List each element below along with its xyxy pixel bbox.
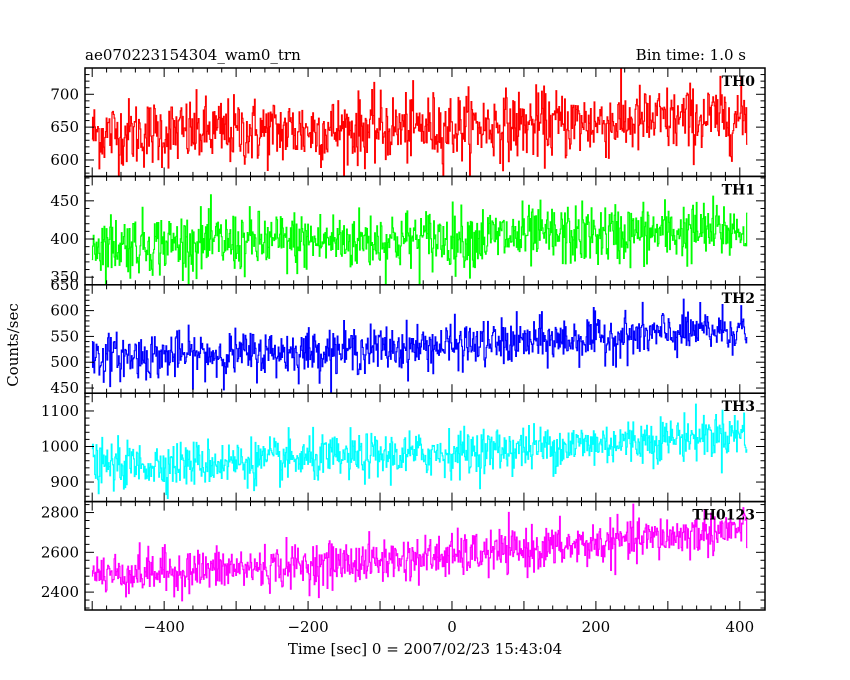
x-tick-label: 0 [447, 618, 457, 636]
panel-th0: 600 650 700 TH0 [50, 67, 766, 178]
y-tick-label: 650 [50, 118, 79, 136]
y-tick-label: 2800 [41, 504, 79, 522]
x-axis-ticks: −400 −200 0 200 400 [144, 618, 755, 636]
series-label-th0: TH0 [722, 74, 756, 90]
panel-th2: 450 500 550 600 650 TH2 [50, 276, 766, 397]
panel-th3: 900 1000 1100 TH3 [41, 392, 766, 503]
x-tick-label: −200 [287, 618, 328, 636]
y-tick-label: 550 [50, 327, 79, 345]
x-tick-label: 200 [582, 618, 611, 636]
y-tick-label: 700 [50, 85, 79, 103]
panel-th0123: 2400 2600 2800 TH0123 [41, 500, 766, 611]
y-tick-label: 1000 [41, 438, 79, 456]
chart-title-left: ae070223154304_wam0_trn [85, 46, 301, 64]
x-tick-label: −400 [144, 618, 185, 636]
y-axis-label: Counts/sec [4, 303, 22, 387]
series-label-th2: TH2 [722, 291, 755, 307]
x-axis-label: Time [sec] 0 = 2007/02/23 15:43:04 [288, 640, 562, 658]
y-tick-label: 400 [50, 230, 79, 248]
y-tick-label: 1100 [41, 402, 79, 420]
y-tick-label: 900 [50, 473, 79, 491]
y-tick-label: 450 [50, 192, 79, 210]
panels: 600 650 700 TH0 350 400 450 TH1 450 500 550 600 650 T… [41, 67, 766, 611]
y-tick-label: 500 [50, 353, 79, 371]
series-line-th0123 [91, 503, 748, 602]
chart-title-right: Bin time: 1.0 s [636, 46, 746, 64]
y-tick-label: 650 [50, 276, 79, 294]
y-tick-label: 350 [50, 268, 79, 286]
series-line-th1 [91, 194, 748, 285]
series-line-th2 [91, 298, 748, 394]
panel-frame [84, 392, 766, 503]
panel-frame [84, 500, 766, 611]
series-label-th0123: TH0123 [692, 508, 755, 524]
series-line-th0 [91, 68, 748, 177]
y-tick-label: 600 [50, 151, 79, 169]
y-tick-label: 450 [50, 379, 79, 397]
y-tick-label: 2600 [41, 543, 79, 561]
series-label-th1: TH1 [722, 182, 755, 198]
series-line-th3 [91, 403, 748, 500]
y-tick-label: 600 [50, 302, 79, 320]
series-label-th3: TH3 [722, 399, 755, 415]
x-tick-label: 400 [725, 618, 754, 636]
y-tick-label: 2400 [41, 583, 79, 601]
